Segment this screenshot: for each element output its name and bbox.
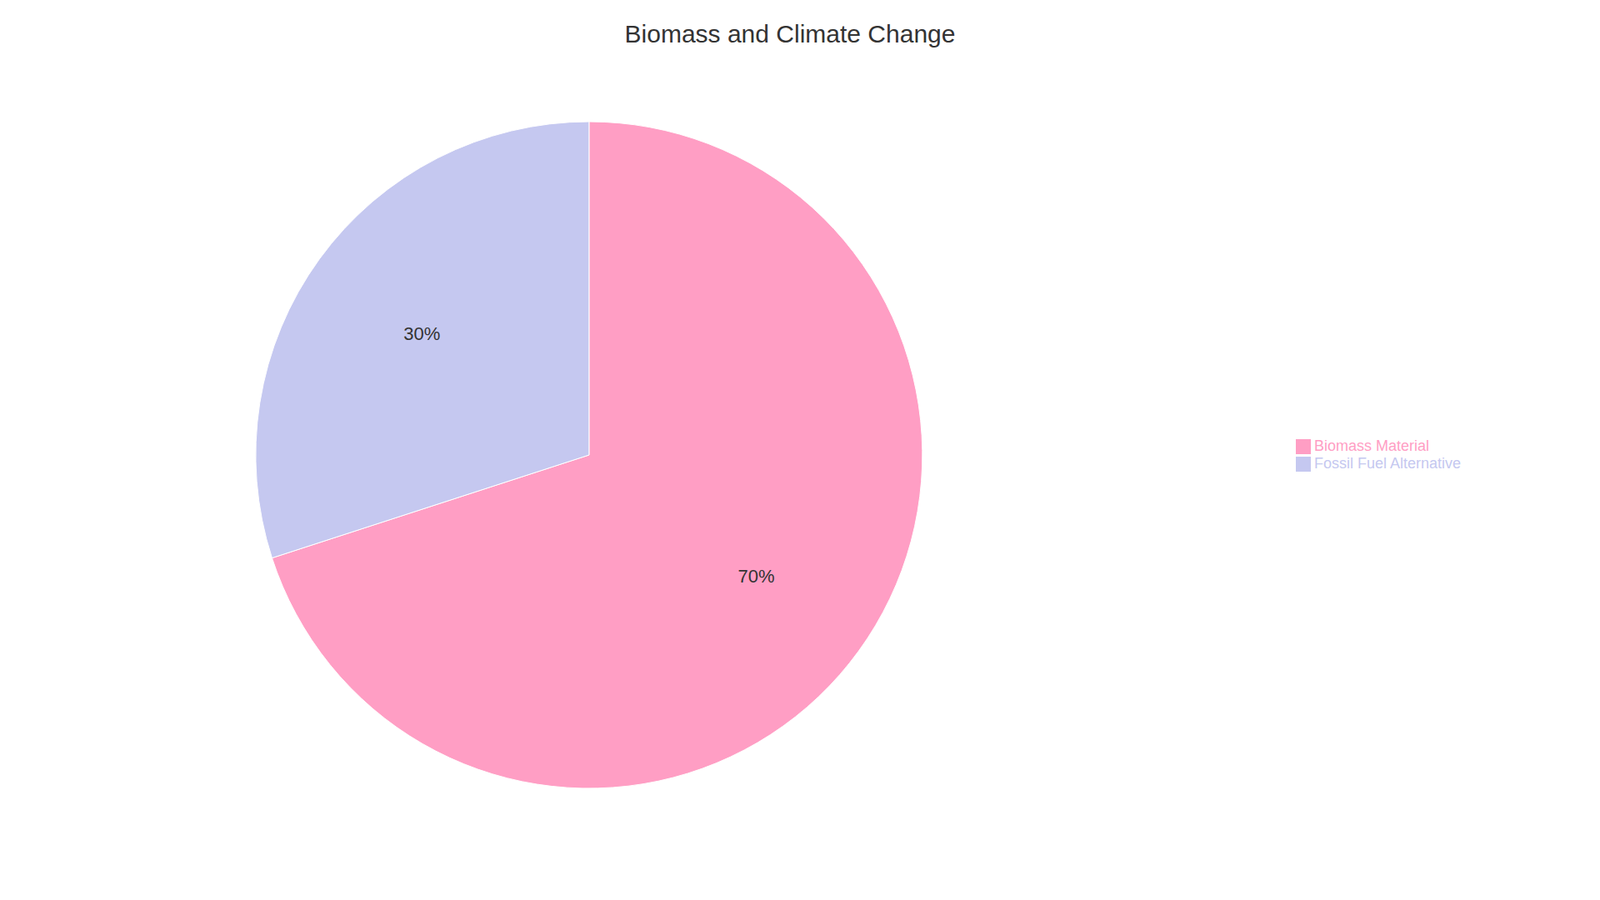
html-text:Fossil Fuel Alternative: Fossil Fuel Alternative — [1314, 455, 1461, 472]
html-text:Biomass and Climate Change: Biomass and Climate Change — [624, 20, 956, 48]
svg-text:70%: 70% — [737, 565, 775, 587]
html-text:Biomass Material: Biomass Material — [1314, 437, 1430, 455]
svg-text:30%: 30% — [403, 323, 440, 345]
